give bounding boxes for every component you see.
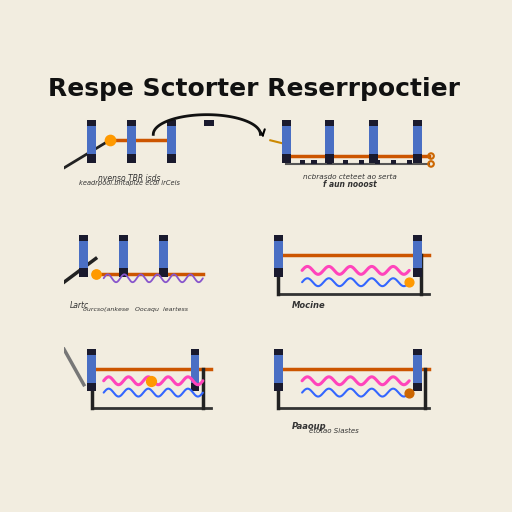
Bar [119, 268, 128, 277]
Bar [88, 154, 96, 163]
Bar [413, 241, 421, 268]
Bar [119, 241, 128, 268]
Text: Paaoup: Paaoup [292, 422, 327, 431]
Bar [300, 160, 305, 164]
Bar [127, 126, 136, 154]
Bar [167, 154, 176, 163]
Point [92, 270, 100, 279]
Bar [369, 120, 378, 126]
Bar [413, 383, 421, 391]
Text: ncbrasdo cteteet ao serta: ncbrasdo cteteet ao serta [303, 174, 397, 180]
Bar [327, 160, 332, 164]
Bar [274, 355, 283, 383]
Bar [369, 154, 378, 163]
Point [147, 377, 156, 385]
Text: Mocine: Mocine [292, 301, 326, 310]
Bar [282, 154, 291, 163]
Bar [274, 234, 283, 241]
Bar [413, 126, 421, 154]
Bar [190, 383, 199, 391]
Point [405, 389, 413, 397]
Text: nvenso TBR isds: nvenso TBR isds [98, 174, 161, 183]
Bar [326, 126, 334, 154]
Text: Respe Sctorter Reserrpoctier: Respe Sctorter Reserrpoctier [49, 77, 460, 101]
Bar [159, 234, 167, 241]
Bar [159, 268, 167, 277]
Bar [369, 126, 378, 154]
Bar [282, 120, 291, 126]
Text: Lartc: Lartc [70, 301, 90, 310]
Bar [190, 355, 199, 383]
Bar [391, 160, 396, 164]
Bar [88, 383, 96, 391]
Bar [326, 154, 334, 163]
Bar [413, 154, 421, 163]
Bar [343, 160, 348, 164]
Point [405, 278, 413, 286]
Bar [413, 268, 421, 277]
Bar [359, 160, 364, 164]
Bar [167, 126, 176, 154]
Bar [413, 349, 421, 355]
Text: ourcso(ankese   Oocaqu  leartess: ourcso(ankese Oocaqu leartess [83, 307, 188, 312]
Bar [88, 120, 96, 126]
Bar [413, 120, 421, 126]
Bar [274, 349, 283, 355]
Bar [375, 160, 380, 164]
Text: etotao Siastes: etotao Siastes [309, 428, 359, 434]
Bar [119, 234, 128, 241]
Text: f aun nooost: f aun nooost [323, 180, 376, 189]
Bar [88, 349, 96, 355]
Bar [204, 120, 214, 126]
Bar [274, 383, 283, 391]
Bar [407, 160, 412, 164]
Bar [79, 241, 88, 268]
Bar [274, 241, 283, 268]
Point [105, 136, 114, 144]
Bar [274, 268, 283, 277]
Text: keadrpool.bntapize ecdi irCeis: keadrpool.bntapize ecdi irCeis [79, 180, 180, 186]
Bar [282, 126, 291, 154]
Bar [326, 120, 334, 126]
Bar [190, 349, 199, 355]
Bar [127, 154, 136, 163]
Bar [88, 126, 96, 154]
Bar [413, 355, 421, 383]
Bar [88, 355, 96, 383]
Bar [159, 241, 167, 268]
Bar [79, 268, 88, 277]
Bar [413, 234, 421, 241]
Bar [311, 160, 316, 164]
Bar [167, 120, 176, 126]
Bar [79, 234, 88, 241]
Bar [127, 120, 136, 126]
